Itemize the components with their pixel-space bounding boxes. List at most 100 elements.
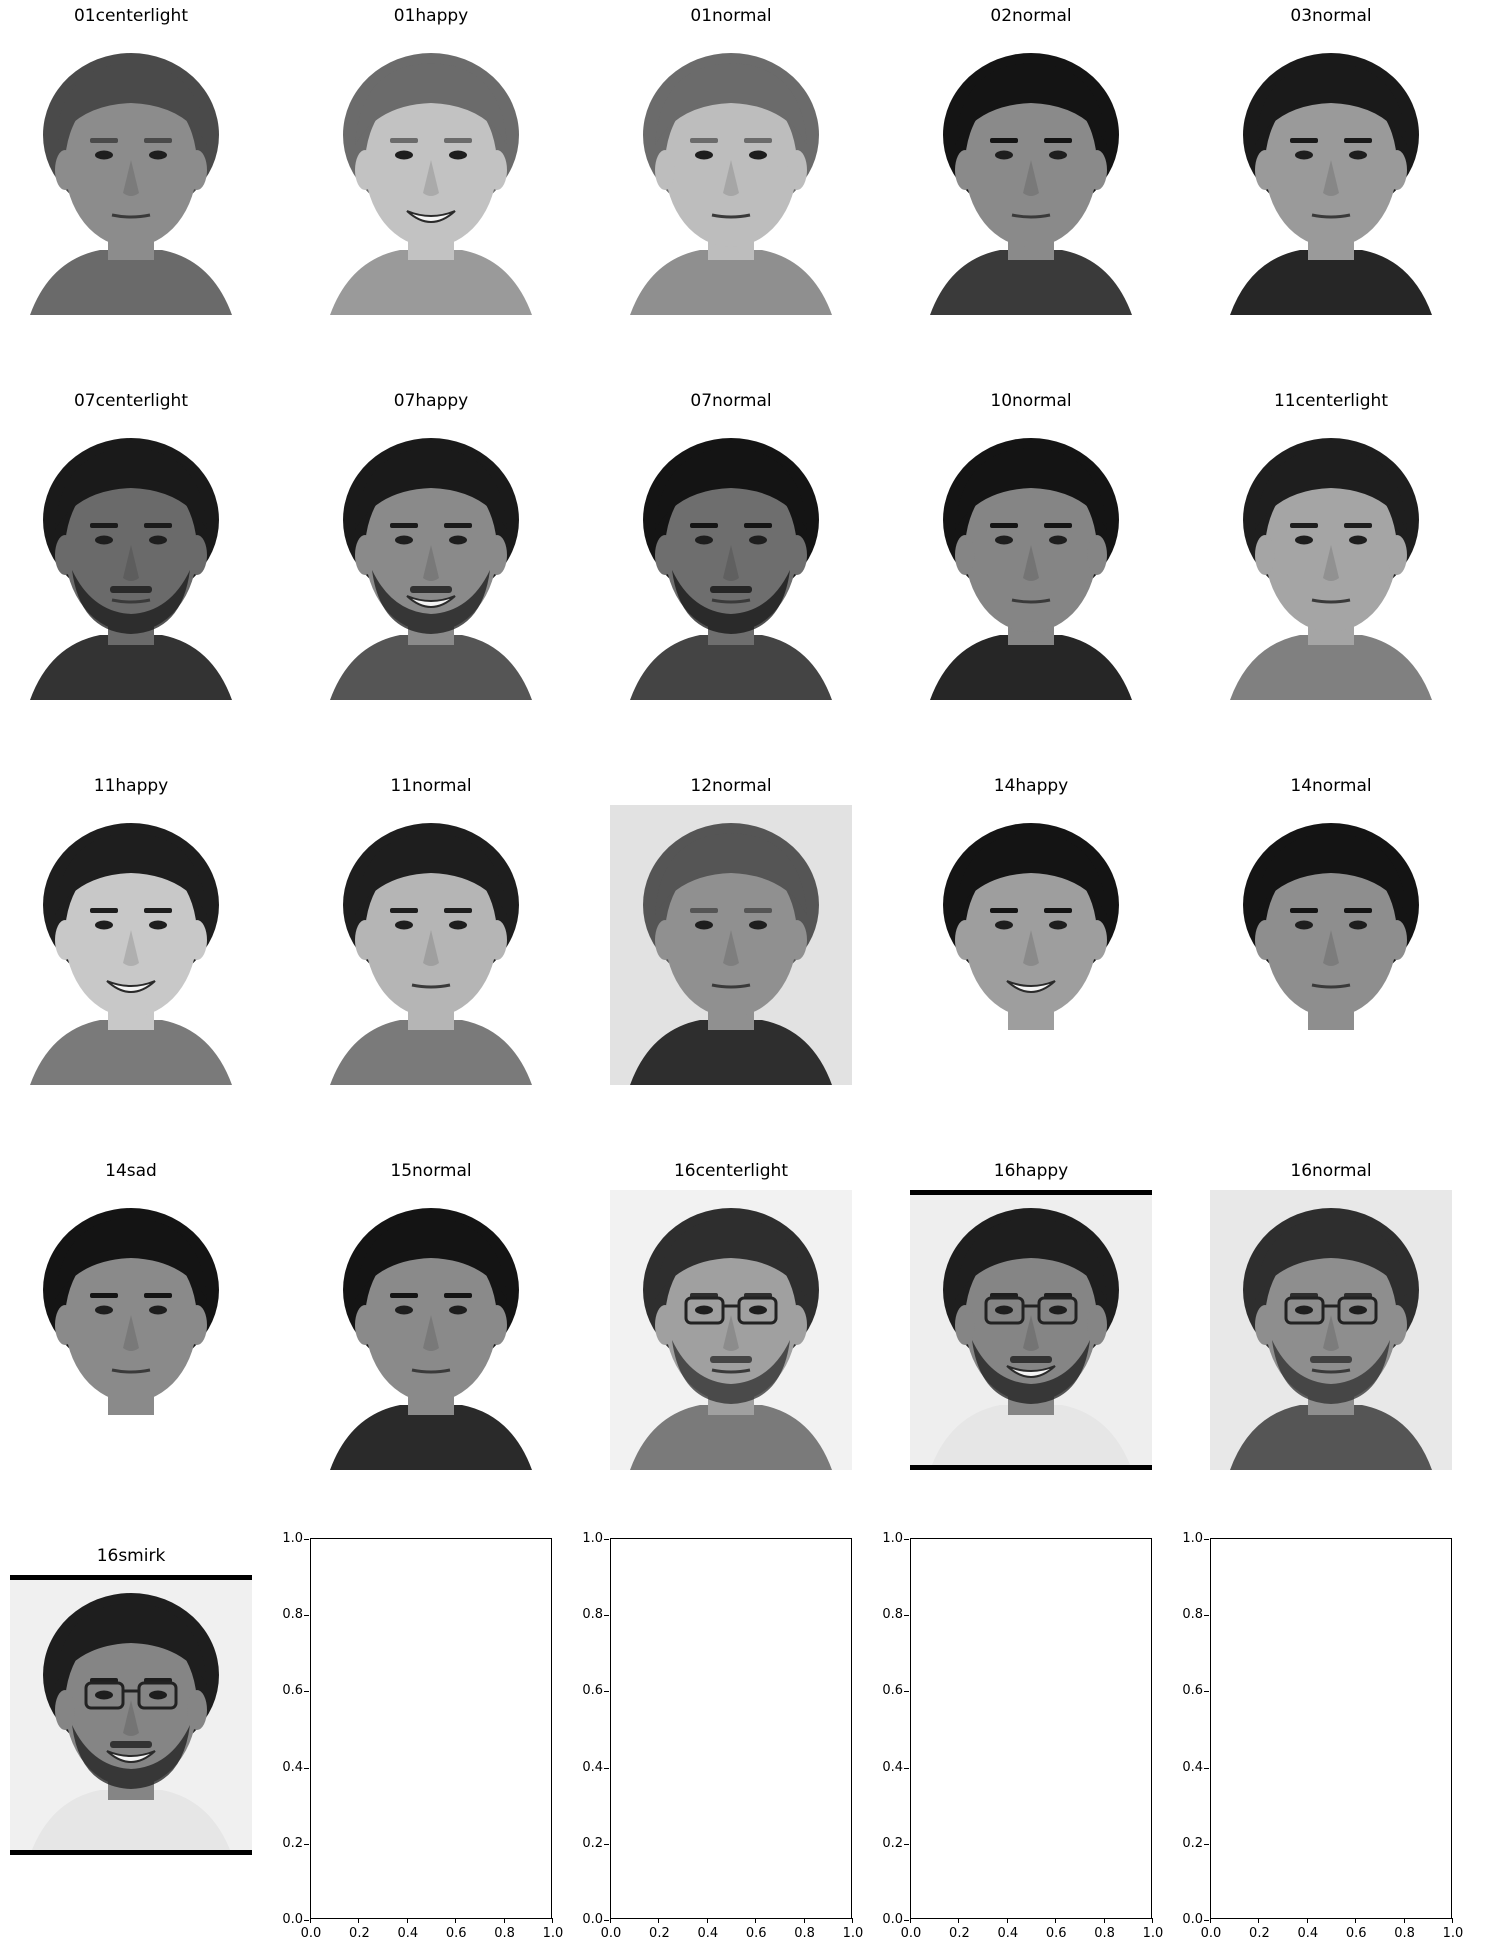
face-photo-drawing (10, 35, 252, 315)
panel-title: 11happy (93, 776, 169, 796)
face-panel: 16smirk (10, 1546, 252, 1855)
face-photo-drawing (1210, 1190, 1452, 1470)
y-tick-label: 0.6 (1163, 1684, 1209, 1698)
face-panel: 15normal (310, 1161, 552, 1470)
face-photo-drawing (10, 1190, 252, 1470)
y-tick-label: 0.8 (863, 1608, 909, 1622)
face-photo-drawing (910, 35, 1152, 315)
panel-title: 14happy (993, 776, 1069, 796)
face-photo (10, 420, 252, 700)
panel-title: 01normal (690, 6, 772, 26)
x-tick-label: 0.6 (736, 1918, 776, 1941)
face-panel: 07happy (310, 391, 552, 700)
x-tick-label: 0.4 (988, 1918, 1028, 1941)
face-photo (610, 805, 852, 1085)
face-panel: 14sad (10, 1161, 252, 1470)
panel-title: 03normal (1290, 6, 1372, 26)
empty-axes-panel: 0.0 0.2 0.4 0.6 0.8 1.0 0.0 0.2 0.4 0.6 0.8 1.0 (882, 1532, 1163, 1942)
y-tick-label: 1.0 (563, 1532, 609, 1546)
panel-title: 02normal (990, 6, 1072, 26)
x-tick-label: 0.2 (939, 1918, 979, 1941)
face-photo (1210, 420, 1452, 700)
y-tick-label: 0.6 (263, 1684, 309, 1698)
face-panel: 12normal (610, 776, 852, 1085)
y-tick-label: 1.0 (1163, 1532, 1209, 1546)
face-panel: 07centerlight (10, 391, 252, 700)
face-panel: 02normal (910, 6, 1152, 315)
x-tick-label: 0.2 (1239, 1918, 1279, 1941)
face-panel: 11happy (10, 776, 252, 1085)
x-tick-label: 0.0 (291, 1918, 331, 1941)
panel-title: 16smirk (96, 1546, 166, 1566)
face-panel: 16normal (1210, 1161, 1452, 1470)
panel-title: 11normal (390, 776, 472, 796)
y-tick-label: 0.0 (263, 1913, 309, 1927)
face-photo (10, 1190, 252, 1470)
y-tick-label: 1.0 (263, 1532, 309, 1546)
x-tick-label: 0.8 (485, 1918, 525, 1941)
face-photo (10, 35, 252, 315)
y-tick-label: 0.2 (563, 1836, 609, 1851)
face-photo (310, 35, 552, 315)
face-photo-drawing (10, 420, 252, 700)
face-panel: 01centerlight (10, 6, 252, 315)
face-panel: 01happy (310, 6, 552, 315)
y-tick-label: 0.0 (563, 1913, 609, 1927)
y-tick-label: 0.2 (1163, 1836, 1209, 1851)
face-photo-drawing (10, 805, 252, 1085)
face-photo (1210, 35, 1452, 315)
face-panel: 10normal (910, 391, 1152, 700)
panel-title: 14normal (1290, 776, 1372, 796)
y-tick-label: 0.8 (1163, 1608, 1209, 1622)
face-photo (310, 1190, 552, 1470)
face-panel: 16happy (910, 1161, 1152, 1470)
y-tick-label: 1.0 (863, 1532, 909, 1546)
face-photo-drawing (910, 805, 1152, 1085)
x-tick-label: 0.0 (1191, 1918, 1231, 1941)
x-tick-label: 0.0 (891, 1918, 931, 1941)
face-photo-drawing (10, 1575, 252, 1855)
empty-axes-panel: 0.0 0.2 0.4 0.6 0.8 1.0 0.0 0.2 0.4 0.6 0.8 1.0 (282, 1532, 563, 1942)
face-photo-drawing (910, 420, 1152, 700)
face-photo (910, 1190, 1152, 1470)
face-photo (910, 420, 1152, 700)
face-photo (10, 805, 252, 1085)
panel-title: 07normal (690, 391, 772, 411)
face-photo-drawing (610, 805, 852, 1085)
face-photo-drawing (310, 35, 552, 315)
x-tick-label: 0.4 (388, 1918, 428, 1941)
face-photo-drawing (1210, 420, 1452, 700)
y-tick-label: 0.6 (863, 1684, 909, 1698)
panel-title: 16normal (1290, 1161, 1372, 1181)
panel-title: 01centerlight (73, 6, 188, 26)
panel-title: 16centerlight (673, 1161, 788, 1181)
x-tick-label: 0.6 (436, 1918, 476, 1941)
face-photo-drawing (310, 1190, 552, 1470)
face-photo-drawing (610, 35, 852, 315)
face-photo-drawing (610, 420, 852, 700)
x-tick-label: 1.0 (833, 1918, 873, 1941)
face-photo (310, 420, 552, 700)
panel-title: 01happy (393, 6, 469, 26)
y-tick-label: 0.2 (863, 1836, 909, 1851)
y-tick-label: 0.4 (1163, 1760, 1209, 1775)
y-tick-label: 0.0 (1163, 1913, 1209, 1927)
x-tick-label: 0.4 (688, 1918, 728, 1941)
face-photo-drawing (310, 805, 552, 1085)
face-photo (610, 35, 852, 315)
face-panel: 16centerlight (610, 1161, 852, 1470)
y-tick-label: 0.4 (563, 1760, 609, 1775)
face-photo-drawing (310, 420, 552, 700)
face-photo (10, 1575, 252, 1855)
empty-axes-panel: 0.0 0.2 0.4 0.6 0.8 1.0 0.0 0.2 0.4 0.6 0.8 1.0 (1182, 1532, 1463, 1942)
x-tick-label: 0.0 (591, 1918, 631, 1941)
x-tick-label: 0.8 (1085, 1918, 1125, 1941)
y-tick-label: 0.4 (863, 1760, 909, 1775)
panel-title: 07happy (393, 391, 469, 411)
x-tick-label: 0.2 (639, 1918, 679, 1941)
face-photo (310, 805, 552, 1085)
y-tick-label: 0.8 (263, 1608, 309, 1622)
x-tick-label: 0.8 (785, 1918, 825, 1941)
x-tick-label: 0.6 (1336, 1918, 1376, 1941)
face-panel: 01normal (610, 6, 852, 315)
